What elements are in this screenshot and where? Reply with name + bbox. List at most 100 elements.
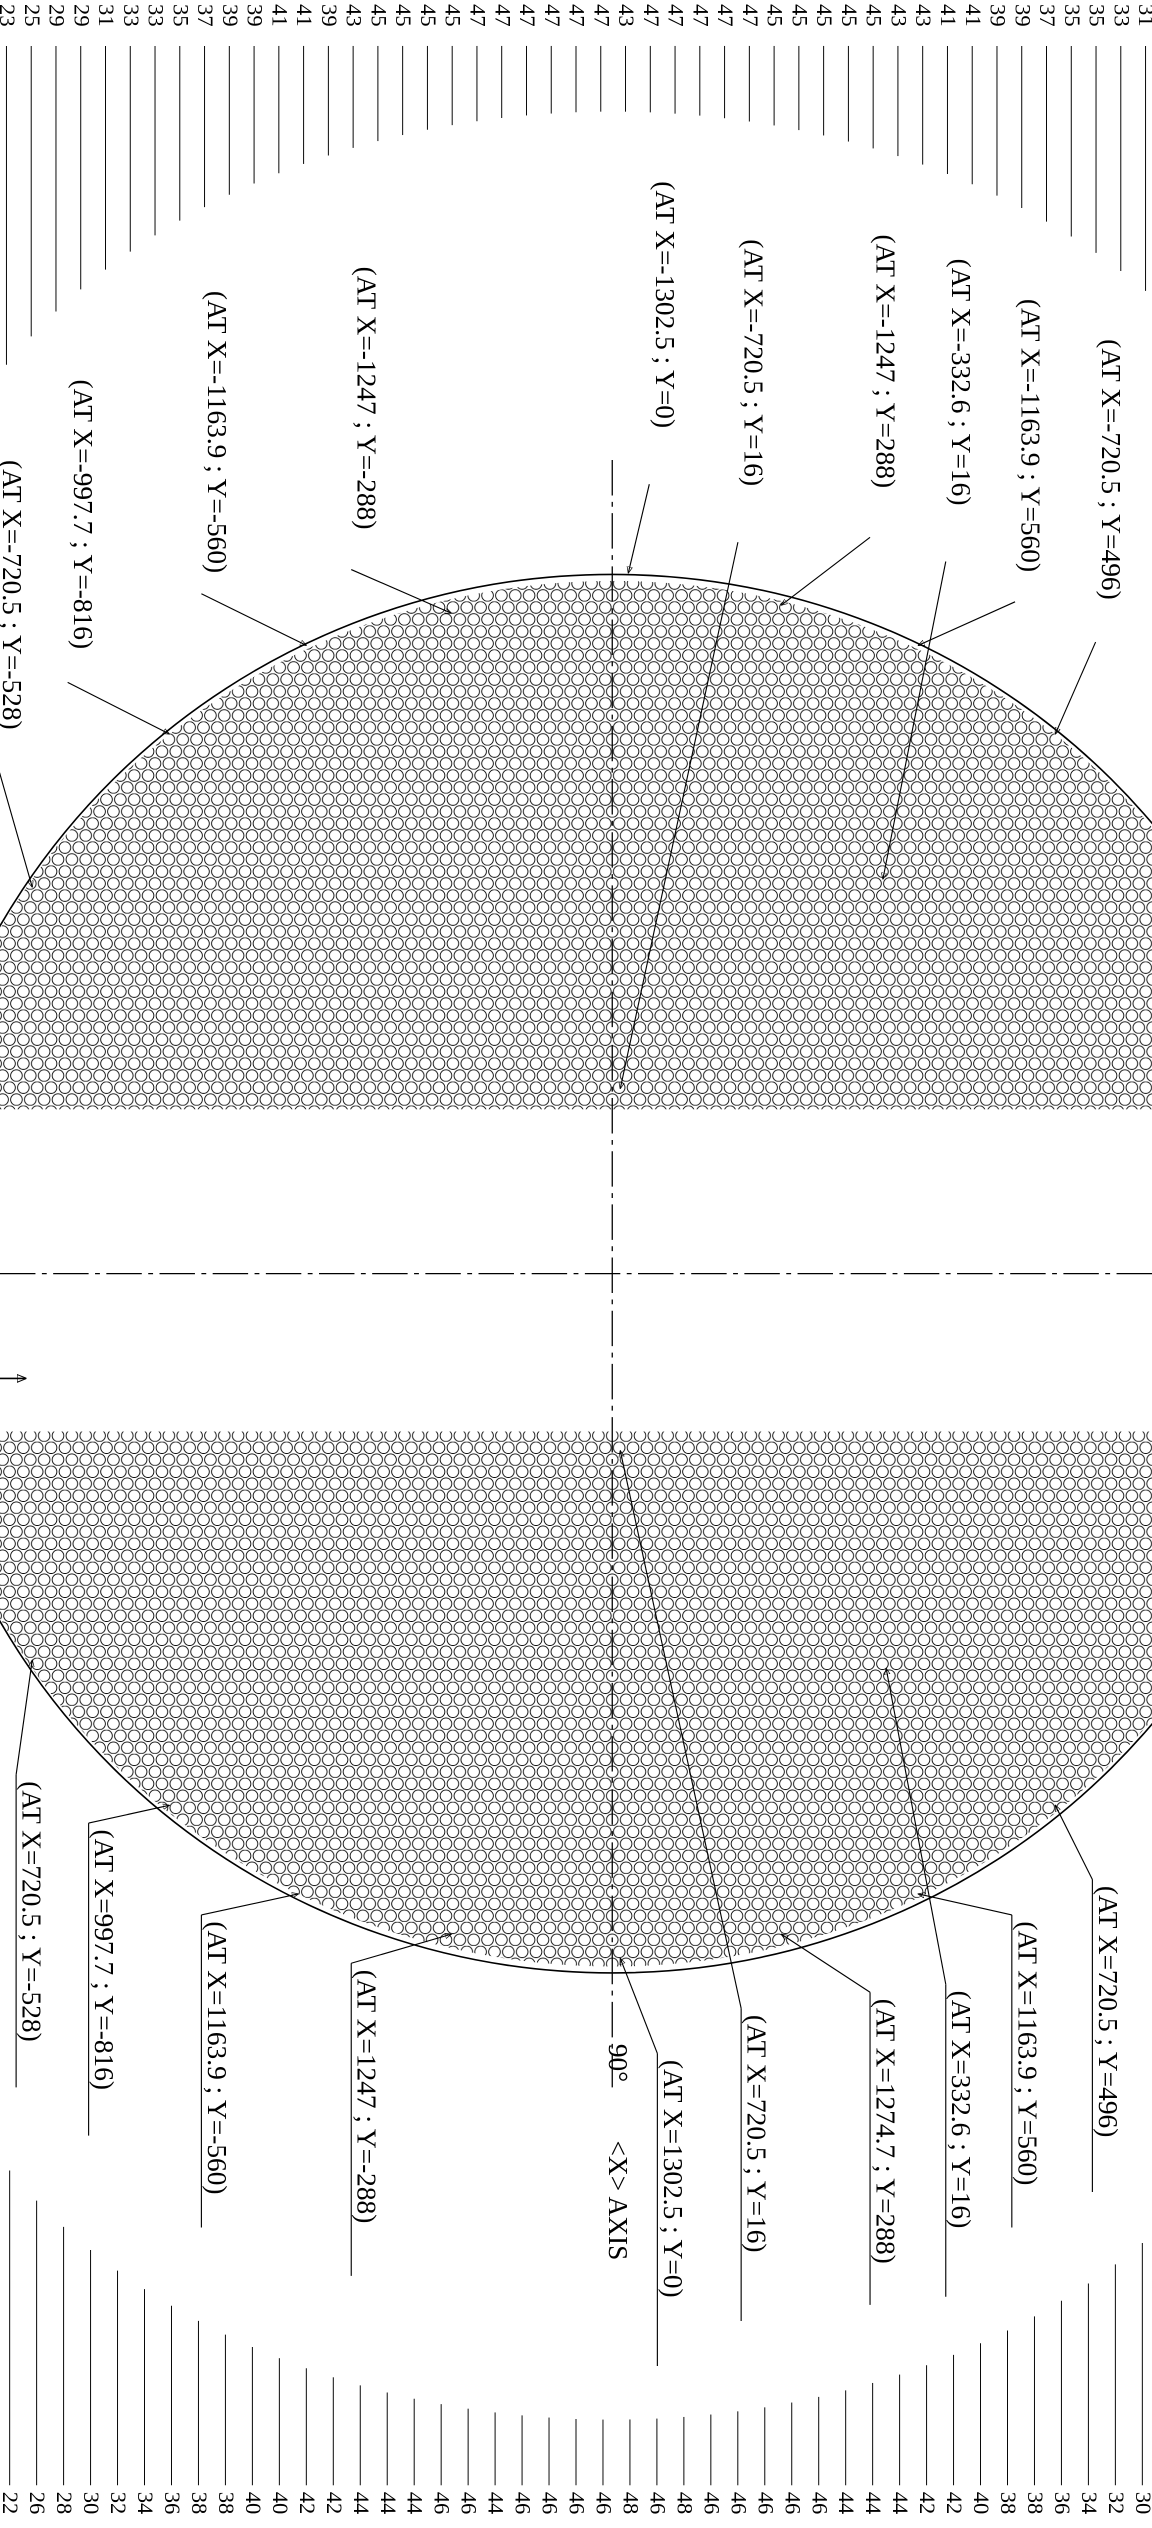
row-count: 47 — [639, 4, 664, 27]
row-count: 42 — [295, 2492, 320, 2515]
annotation: (AT X=1274.7 ; Y=288) — [870, 1999, 900, 2264]
annotation-leader — [67, 681, 170, 734]
row-count: 46 — [726, 2492, 751, 2515]
row-count: 42 — [942, 2492, 967, 2515]
annotation-leader — [15, 1660, 32, 1775]
row-count: 47 — [713, 4, 738, 27]
row-count: 43 — [342, 4, 367, 27]
annotation: (AT X=-720.5 ; Y=-528) — [0, 460, 27, 730]
row-count: 35 — [1060, 4, 1085, 27]
annotation: (AT X=-997.7 ; Y=-816) — [68, 379, 98, 649]
annotation-leader — [781, 536, 871, 605]
annotation-leader — [351, 569, 451, 614]
row-count: 36 — [1050, 2492, 1075, 2515]
row-count: 23 — [0, 4, 20, 27]
row-count: 44 — [376, 2492, 401, 2515]
row-count: 41 — [267, 4, 292, 27]
row-count: 45 — [787, 4, 812, 27]
row-count: 46 — [457, 2492, 482, 2515]
annotation-leader — [0, 772, 32, 887]
row-count: 45 — [862, 4, 887, 27]
tubes-top — [0, 580, 1152, 1110]
row-count: 34 — [133, 2492, 158, 2515]
annotation-leader — [628, 484, 650, 573]
row-count: 46 — [565, 2492, 590, 2515]
row-count: 31 — [94, 4, 119, 27]
row-count: 46 — [538, 2492, 563, 2515]
row-count: 45 — [366, 4, 391, 27]
annotation-leader — [886, 1668, 947, 1985]
row-count: 47 — [565, 4, 590, 27]
row-count: 47 — [490, 4, 515, 27]
annotation: (AT X=720.5 ; Y=-528) — [17, 1781, 47, 2042]
annotation-leader — [781, 1934, 871, 1993]
angle-label: 90° — [603, 2044, 633, 2082]
row-count: 38 — [214, 2492, 239, 2515]
row-count: 38 — [996, 2492, 1021, 2515]
row-count: 41 — [936, 4, 961, 27]
row-count: 35 — [1085, 4, 1110, 27]
annotation: (AT X=1302.5 ; Y=0) — [658, 2060, 688, 2298]
annotation-leader — [620, 1451, 742, 2009]
annotation: (AT X=-1247 ; Y=288) — [870, 234, 900, 488]
annotation-leader — [1055, 641, 1097, 734]
row-count: 45 — [837, 4, 862, 27]
annotation-leader — [351, 1934, 451, 1964]
row-count: 32 — [106, 2492, 131, 2515]
row-count: 41 — [961, 4, 986, 27]
annotation-leader — [201, 593, 306, 646]
row-count: 47 — [515, 4, 540, 27]
row-count: 45 — [441, 4, 466, 27]
row-count: 38 — [187, 2492, 212, 2515]
row-count: 34 — [1077, 2492, 1102, 2515]
tube-field — [0, 580, 1152, 1967]
annotation: (AT X=-1163.9 ; Y=560) — [1015, 299, 1045, 572]
row-count: 40 — [241, 2492, 266, 2515]
row-count: 39 — [218, 4, 243, 27]
row-count: 44 — [834, 2492, 859, 2515]
annotation: (AT X=720.5 ; Y=496) — [1093, 1886, 1123, 2137]
row-count: 46 — [592, 2492, 617, 2515]
row-count: 43 — [886, 4, 911, 27]
tubes-bottom — [0, 1431, 1152, 1967]
annotation-leader — [883, 561, 947, 879]
annotation: (AT X=-1163.9 ; Y=-560) — [202, 291, 232, 573]
annotation-leader — [918, 601, 1016, 646]
row-count: 41 — [292, 4, 317, 27]
row-count: 40 — [969, 2492, 994, 2515]
row-count: 46 — [430, 2492, 455, 2515]
annotation-leader — [620, 1958, 658, 2054]
row-count: 39 — [317, 4, 342, 27]
row-count: 47 — [688, 4, 713, 27]
row-count: 39 — [986, 4, 1011, 27]
annotation-leader — [620, 542, 739, 1088]
annotation-leader — [88, 1805, 170, 1824]
row-count: 26 — [25, 2492, 50, 2515]
row-count: 46 — [645, 2492, 670, 2515]
row-count: 45 — [763, 4, 788, 27]
row-count: 46 — [807, 2492, 832, 2515]
row-count: 44 — [888, 2492, 913, 2515]
annotation: (AT X=1163.9 ; Y=560) — [1012, 1921, 1042, 2185]
labels: 23 25 29 29 31 33 33 35 37 39 39 41 41 39 43 45 45 45 45 47… — [0, 4, 1152, 2514]
annotation: (AT X=1247 ; Y=-288) — [352, 1970, 382, 2224]
row-count: 37 — [1035, 4, 1060, 27]
annotation: (AT X=-720.5 ; Y=496) — [1096, 339, 1126, 600]
annotation: (AT X=720.5 ; Y=16) — [742, 2015, 772, 2253]
annotation-leader — [1055, 1805, 1093, 1880]
annotation: (AT X=-1302.5 ; Y=0) — [650, 181, 680, 428]
row-count: 40 — [268, 2492, 293, 2515]
row-count: 29 — [69, 4, 94, 27]
row-count: 47 — [589, 4, 614, 27]
annotation: (AT X=332.6 ; Y=16) — [946, 1991, 976, 2229]
row-count: 37 — [193, 4, 218, 27]
row-count: 32 — [1104, 2492, 1129, 2515]
row-count: 39 — [1010, 4, 1035, 27]
row-count: 30 — [1131, 2492, 1152, 2515]
row-count: 38 — [1023, 2492, 1048, 2515]
row-count: 33 — [144, 4, 169, 27]
row-count: 39 — [243, 4, 268, 27]
row-count: 48 — [618, 2492, 643, 2515]
